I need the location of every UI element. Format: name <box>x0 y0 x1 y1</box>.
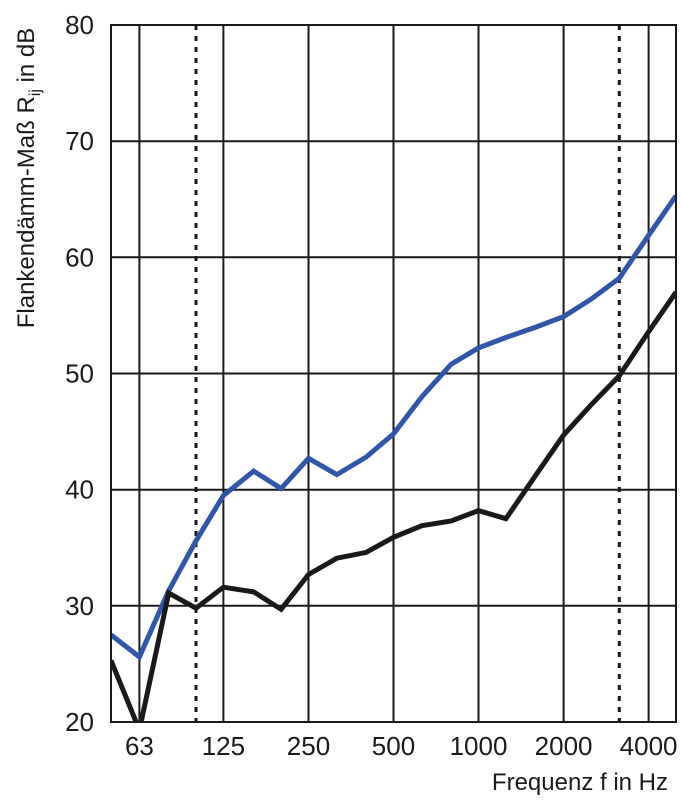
y-axis-title-subscript: ij <box>27 89 44 96</box>
plot-frame <box>110 24 677 723</box>
x-tick-label: 4000 <box>620 731 678 761</box>
y-tick-label: 20 <box>65 707 94 737</box>
y-tick-labels: 20 30 40 50 60 70 80 <box>65 10 94 737</box>
x-tick-labels: 63 125 250 500 1000 2000 4000 <box>125 731 678 761</box>
y-tick-label: 40 <box>65 475 94 505</box>
x-tick-label: 500 <box>372 731 415 761</box>
series-line-1 <box>111 194 676 661</box>
y-tick-label: 30 <box>65 591 94 621</box>
y-tick-label: 60 <box>65 242 94 272</box>
y-axis-title-suffix: in dB <box>13 28 40 89</box>
series-lines <box>111 194 676 722</box>
y-tick-label: 50 <box>65 359 94 389</box>
x-tick-label: 250 <box>287 731 330 761</box>
y-tick-label: 70 <box>65 126 94 156</box>
x-axis-title: Frequenz f in Hz <box>492 769 668 796</box>
x-tick-label: 125 <box>202 731 245 761</box>
grid <box>111 24 676 723</box>
y-axis-title: Flankendämm-Maß Rij in dB <box>13 28 44 329</box>
x-tick-label: 1000 <box>450 731 508 761</box>
y-tick-label: 80 <box>65 10 94 40</box>
y-axis-title-main: Flankendämm-Maß R <box>13 96 40 328</box>
x-tick-label: 2000 <box>535 731 593 761</box>
x-tick-label: 63 <box>125 731 154 761</box>
series-line-2 <box>111 290 676 722</box>
